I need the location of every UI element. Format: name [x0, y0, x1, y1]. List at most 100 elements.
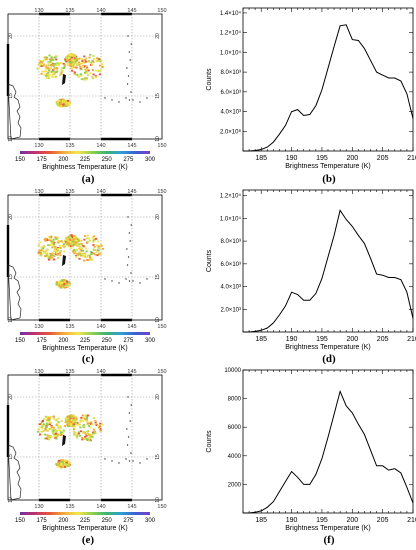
- cloud-pixel: [73, 428, 76, 430]
- cloud-pixel: [59, 102, 62, 104]
- cloud-pixel: [85, 77, 89, 80]
- cloud-pixel: [52, 430, 55, 432]
- cloud-pixel: [86, 437, 89, 440]
- cloud-pixel: [46, 77, 49, 79]
- cloud-pixel: [80, 242, 83, 245]
- colorbar-tick-label: 250: [102, 157, 113, 163]
- cloud-pixel: [63, 64, 66, 66]
- cloud-pixel: [39, 60, 43, 63]
- island: [118, 462, 120, 464]
- cloud-pixel: [83, 77, 86, 80]
- cloud-pixel: [58, 103, 61, 106]
- cloud-pixel: [68, 103, 71, 106]
- cloud-pixel: [49, 416, 52, 418]
- cloud-pixel: [87, 259, 90, 261]
- cloud-pixel: [79, 430, 83, 433]
- cloud-pixel: [41, 420, 44, 423]
- cloud-pixel: [54, 63, 57, 65]
- cloud-pixel: [77, 432, 80, 435]
- cloud-pixel: [55, 75, 58, 78]
- cloud-pixel: [90, 421, 93, 424]
- lon-tick-label: 150: [157, 8, 166, 14]
- cloud-pixel: [66, 242, 69, 244]
- colorbar-tick-label: 150: [15, 338, 26, 344]
- cloud-pixel: [71, 250, 74, 253]
- cloud-pixel: [46, 252, 49, 255]
- cloud-pixel: [79, 62, 82, 65]
- x-tick-label: 185: [255, 155, 267, 162]
- cloud-pixel: [85, 418, 88, 421]
- cloud-pixel: [66, 63, 69, 66]
- island: [125, 97, 127, 99]
- cloud-pixel: [94, 69, 97, 72]
- cloud-pixel: [67, 425, 70, 427]
- cloud-pixel: [82, 61, 85, 64]
- cloud-pixel: [39, 251, 43, 254]
- cloud-pixel: [74, 62, 77, 65]
- cloud-pixel: [54, 247, 57, 250]
- lon-tick-label: 130: [34, 504, 43, 510]
- cloud-pixel: [80, 62, 83, 65]
- cloud-pixel: [44, 428, 47, 430]
- lat-tick-label: 20: [8, 394, 14, 400]
- cloud-pixel: [89, 439, 92, 442]
- colorbar-tick-label: 150: [15, 518, 26, 524]
- cloud-pixel: [79, 250, 82, 253]
- cloud-pixel: [55, 55, 58, 57]
- cloud-pixel: [48, 58, 51, 61]
- cloud-pixel: [69, 245, 72, 247]
- colorbar-tick-label: 300: [145, 157, 156, 163]
- cloud-pixel: [72, 238, 75, 241]
- island: [132, 280, 134, 282]
- cloud-pixel: [76, 253, 79, 255]
- lon-tick-label: 140: [96, 504, 105, 510]
- cloud-pixel: [72, 415, 75, 418]
- cloud-pixel: [81, 438, 84, 441]
- y-tick-label: 4.0×10³: [220, 285, 241, 291]
- cloud-pixel: [63, 464, 66, 467]
- cloud-pixel: [78, 247, 81, 250]
- cloud-pixel: [53, 72, 56, 75]
- cloud-pixel: [72, 241, 76, 243]
- island-shape: [62, 255, 66, 266]
- cloud-pixel: [80, 58, 84, 60]
- cloud-pixel: [58, 282, 61, 285]
- cloud-pixel: [80, 68, 83, 71]
- colorbar-label: Brightness Temperature (K): [42, 345, 127, 352]
- island: [126, 428, 128, 430]
- cloud-pixel: [40, 63, 43, 66]
- cloud-pixel: [64, 102, 67, 105]
- island: [125, 278, 127, 280]
- cloud-pixel: [47, 417, 50, 420]
- cloud-pixel: [54, 248, 57, 251]
- cloud-pixel: [81, 416, 85, 419]
- plot-frame: [242, 7, 414, 152]
- cloud-pixel: [89, 53, 92, 56]
- map-panel: 130 130 135 135 140 140 145 145 150 150 20 20 15 15 10…: [6, 189, 167, 352]
- cloud-pixel: [40, 249, 43, 251]
- cloud-pixel: [87, 432, 90, 435]
- cloud-pixel: [58, 252, 62, 254]
- x-tick-label: 190: [286, 155, 298, 162]
- cloud-pixel: [42, 245, 46, 248]
- y-axis-label: Counts: [206, 249, 213, 272]
- island: [130, 272, 132, 274]
- cloud-pixel: [59, 285, 62, 288]
- cloud-pixel: [55, 463, 58, 466]
- cloud-pixel: [75, 417, 78, 420]
- cloud-pixel: [95, 237, 98, 240]
- cloud-pixel: [46, 419, 49, 421]
- cloud-pixel: [57, 434, 60, 437]
- cloud-pixel: [84, 78, 87, 81]
- lon-tick-label: 150: [157, 504, 166, 510]
- island: [126, 444, 129, 446]
- cloud-pixel: [41, 70, 44, 73]
- lon-tick-label: 130: [34, 189, 43, 195]
- cloud-pixel: [52, 245, 55, 247]
- cloud-pixel: [81, 65, 85, 68]
- cloud-pixel: [48, 54, 51, 57]
- cloud-pixel: [43, 59, 46, 61]
- cloud-pixel: [50, 56, 53, 59]
- cloud-pixel: [49, 253, 52, 255]
